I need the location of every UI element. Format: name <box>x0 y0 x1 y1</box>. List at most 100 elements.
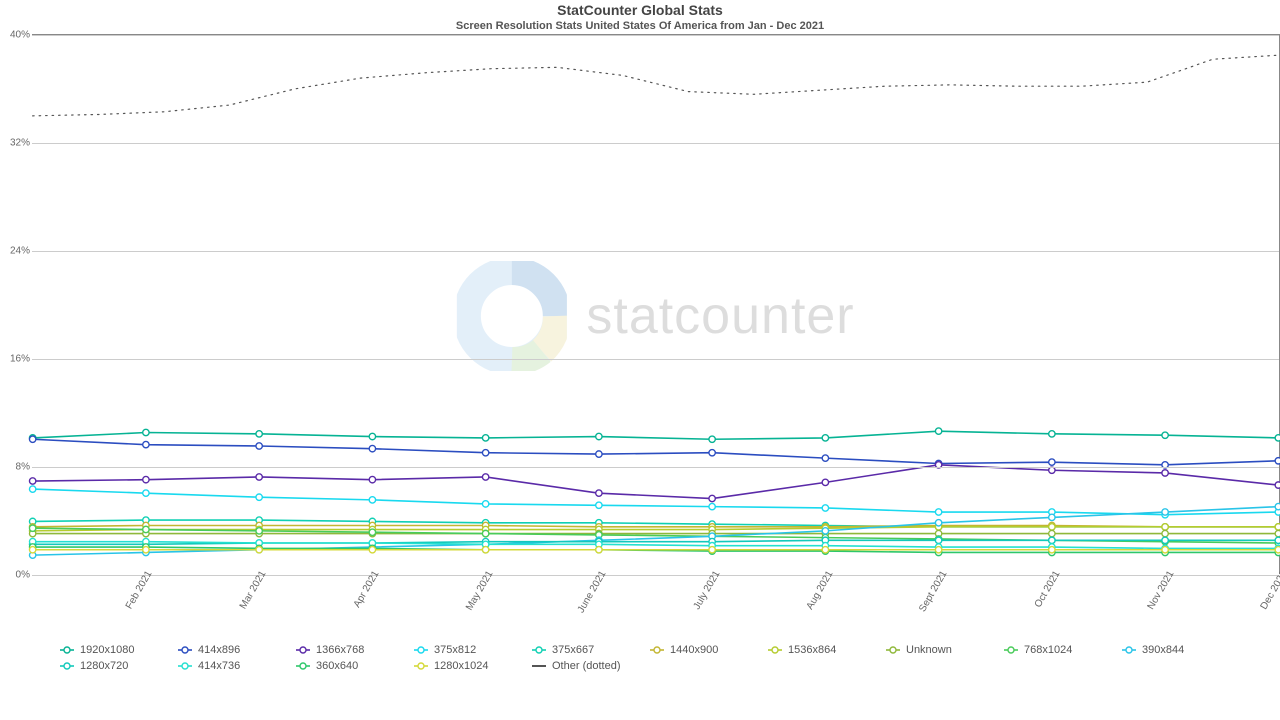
series-marker <box>29 486 35 492</box>
legend-label: 1920x1080 <box>80 644 134 656</box>
series-marker <box>709 495 715 501</box>
series-line <box>33 439 1279 465</box>
legend-swatch-icon <box>886 645 900 655</box>
series-marker <box>1162 547 1168 553</box>
legend-swatch-icon <box>178 661 192 671</box>
chart-area: statcounter 0%8%16%24%32%40%Feb 2021Mar … <box>32 34 1280 574</box>
legend-item[interactable]: 1280x1024 <box>414 660 518 672</box>
legend-item[interactable]: 1440x900 <box>650 644 754 656</box>
series-marker <box>143 441 149 447</box>
series-marker <box>1275 537 1280 543</box>
series-marker <box>1162 537 1168 543</box>
legend-item[interactable]: 414x896 <box>178 644 282 656</box>
series-marker <box>143 429 149 435</box>
series-marker <box>822 479 828 485</box>
series-marker <box>1275 547 1280 553</box>
gridline <box>32 467 1279 468</box>
legend-label: 375x667 <box>552 644 594 656</box>
series-marker <box>1162 470 1168 476</box>
series-marker <box>1049 514 1055 520</box>
legend-label: 1366x768 <box>316 644 364 656</box>
legend-label: Other (dotted) <box>552 660 620 672</box>
series-marker <box>143 547 149 553</box>
series-marker <box>709 436 715 442</box>
legend-item[interactable]: 375x667 <box>532 644 636 656</box>
series-marker <box>596 490 602 496</box>
series-marker <box>822 547 828 553</box>
series-marker <box>935 547 941 553</box>
legend-label: Unknown <box>906 644 952 656</box>
series-marker <box>482 547 488 553</box>
series-marker <box>369 529 375 535</box>
chart-subtitle: Screen Resolution Stats United States Of… <box>0 18 1280 34</box>
series-marker <box>256 443 262 449</box>
legend-label: 390x844 <box>1142 644 1184 656</box>
legend-swatch-icon <box>296 645 310 655</box>
legend-swatch-icon <box>296 661 310 671</box>
legend-label: 360x640 <box>316 660 358 672</box>
legend-swatch-icon <box>414 645 428 655</box>
y-axis-label: 0% <box>2 570 30 581</box>
legend-label: 1280x1024 <box>434 660 488 672</box>
series-marker <box>482 501 488 507</box>
series-marker <box>1049 459 1055 465</box>
legend-item[interactable]: 1920x1080 <box>60 644 164 656</box>
chart-title: StatCounter Global Stats <box>0 0 1280 18</box>
y-axis-label: 16% <box>2 354 30 365</box>
series-line <box>33 431 1279 439</box>
legend-item[interactable]: 1366x768 <box>296 644 400 656</box>
series-marker <box>1049 467 1055 473</box>
legend-item[interactable]: 1536x864 <box>768 644 872 656</box>
legend-label: 414x736 <box>198 660 240 672</box>
series-marker <box>1162 524 1168 530</box>
legend-label: 375x812 <box>434 644 476 656</box>
series-marker <box>256 494 262 500</box>
series-marker <box>143 476 149 482</box>
legend-item[interactable]: 768x1024 <box>1004 644 1108 656</box>
series-marker <box>482 530 488 536</box>
y-axis-label: 40% <box>2 30 30 41</box>
series-marker <box>1049 547 1055 553</box>
series-marker <box>29 436 35 442</box>
series-marker <box>596 502 602 508</box>
legend-item[interactable]: 360x640 <box>296 660 400 672</box>
series-marker <box>596 451 602 457</box>
series-marker <box>369 497 375 503</box>
legend-label: 1280x720 <box>80 660 128 672</box>
series-marker <box>29 525 35 531</box>
series-line <box>33 489 1279 515</box>
series-marker <box>1162 530 1168 536</box>
gridline <box>32 251 1279 252</box>
series-marker <box>256 474 262 480</box>
series-marker <box>1049 431 1055 437</box>
legend-swatch-icon <box>60 661 74 671</box>
series-marker <box>369 547 375 553</box>
legend-swatch-icon <box>60 645 74 655</box>
series-marker <box>482 450 488 456</box>
legend-label: 414x896 <box>198 644 240 656</box>
legend-item[interactable]: Unknown <box>886 644 990 656</box>
series-marker <box>482 435 488 441</box>
series-marker <box>482 474 488 480</box>
series-marker <box>256 431 262 437</box>
legend: 1920x1080 414x896 1366x768 375x812 375x667 14… <box>60 644 1260 672</box>
legend-item[interactable]: 375x812 <box>414 644 518 656</box>
series-marker <box>596 547 602 553</box>
series-marker <box>596 433 602 439</box>
series-marker <box>256 547 262 553</box>
legend-item[interactable]: Other (dotted) <box>532 660 662 672</box>
series-marker <box>1275 524 1280 530</box>
series-marker <box>369 445 375 451</box>
series-marker <box>822 455 828 461</box>
gridline <box>32 143 1279 144</box>
series-marker <box>143 490 149 496</box>
series-marker <box>935 428 941 434</box>
y-axis-label: 32% <box>2 138 30 149</box>
legend-label: 768x1024 <box>1024 644 1072 656</box>
legend-item[interactable]: 390x844 <box>1122 644 1226 656</box>
gridline <box>32 359 1279 360</box>
legend-item[interactable]: 414x736 <box>178 660 282 672</box>
legend-swatch-icon <box>414 661 428 671</box>
series-marker <box>709 547 715 553</box>
legend-item[interactable]: 1280x720 <box>60 660 164 672</box>
